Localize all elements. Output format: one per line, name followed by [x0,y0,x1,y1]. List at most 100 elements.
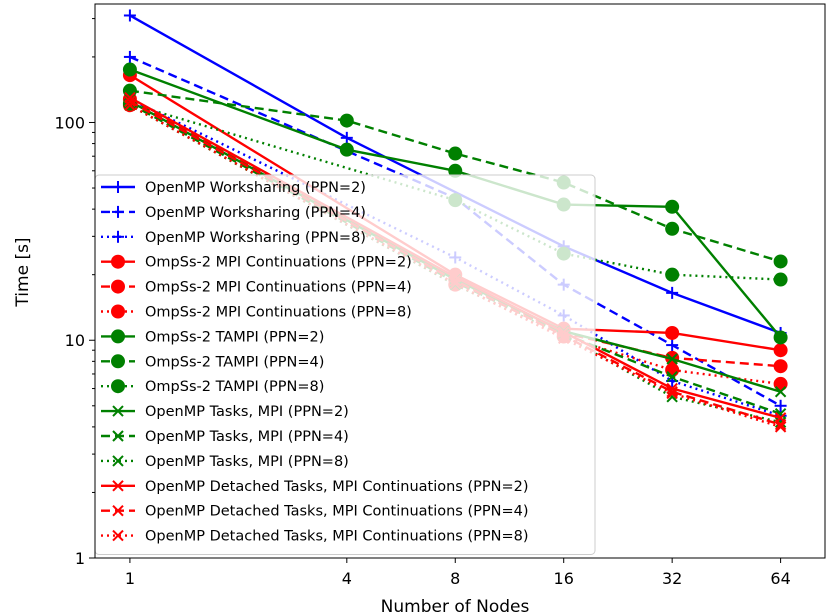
data-point-13-0 [124,95,136,108]
legend-entry-10: OpenMP Tasks, MPI (PPN=4) [101,429,349,445]
legend-marker-11-b [112,455,124,467]
y-tick-label-2: 100 [54,113,85,132]
legend-label-13: OpenMP Detached Tasks, MPI Continuations… [145,504,528,520]
data-point-6-5 [773,330,788,345]
data-point-13-3-b [666,386,678,398]
legend-entry-8: OmpSs-2 TAMPI (PPN=8) [101,379,324,395]
legend-marker-11 [112,455,124,467]
data-point-14-3-b [666,387,678,400]
x-tick-label-4: 32 [662,569,682,588]
legend-marker-9-b [112,405,124,417]
legend-entry-6: OmpSs-2 TAMPI (PPN=2) [101,329,324,345]
legend-label-4: OmpSs-2 MPI Continuations (PPN=4) [145,280,412,296]
data-point-14-3 [666,387,678,400]
data-point-6-0 [122,62,137,77]
x-tick-label-5: 64 [770,569,790,588]
legend-label-6: OmpSs-2 TAMPI (PPN=2) [145,329,324,345]
legend-marker-7 [111,354,125,369]
legend-label-7: OmpSs-2 TAMPI (PPN=4) [145,354,324,370]
legend-marker-8 [111,379,125,394]
legend-marker-14 [112,529,124,542]
legend-label-12: OpenMP Detached Tasks, MPI Continuations… [145,479,528,495]
data-point-9-4 [774,386,787,398]
data-point-6-4 [665,199,680,214]
data-point-1-0 [123,50,136,63]
data-point-7-4 [665,221,680,236]
data-point-7-5 [773,254,788,269]
legend-marker-12 [112,480,124,492]
legend-marker-1 [112,205,124,218]
plot-frame [94,3,826,559]
legend-entry-9: OpenMP Tasks, MPI (PPN=2) [101,404,349,420]
data-point-13-4 [774,418,787,431]
y-tick-label-1: 10 [65,331,85,350]
x-tick-label-1: 4 [342,569,352,588]
data-point-13-3 [666,386,678,398]
data-point-6-1 [339,142,354,157]
legend: OpenMP Worksharing (PPN=2) OpenMP Worksha… [94,174,596,555]
data-point-14-4 [774,421,787,433]
legend-marker-12-b [112,480,124,492]
legend-marker-3 [111,254,125,269]
x-tick-label-3: 16 [554,569,574,588]
data-point-0-3 [666,286,679,299]
data-point-8-4 [773,272,788,287]
legend-marker-13 [112,504,124,517]
data-point-12-3-b [666,382,678,395]
x-axis-label: Number of Nodes [381,597,530,616]
legend-marker-10 [112,430,124,442]
data-point-9-4-b [774,386,787,398]
legend-label-2: OpenMP Worksharing (PPN=8) [145,230,366,246]
legend-marker-9 [112,405,124,417]
legend-label-14: OpenMP Detached Tasks, MPI Continuations… [145,529,528,545]
legend-marker-4 [111,279,125,294]
data-point-4-4 [773,359,788,374]
x-tick-label-0: 1 [125,569,135,588]
data-point-10-3-b [666,371,678,383]
data-point-0-1 [340,131,353,144]
data-point-9-3 [666,353,678,365]
legend-entry-3: OmpSs-2 MPI Continuations (PPN=2) [101,254,412,271]
data-point-13-0-b [124,95,136,108]
data-point-8-3 [665,267,680,282]
series-line-7 [129,89,781,263]
data-point-11-4 [774,416,787,428]
legend-entry-0: OpenMP Worksharing (PPN=2) [101,180,366,196]
axes: 1 4 8 16 32 64 1 10 100 [54,3,826,588]
x-tick-label-2: 8 [450,569,460,588]
legend-entry-4: OmpSs-2 MPI Continuations (PPN=4) [101,279,412,296]
legend-marker-14-b [112,529,124,542]
series-line-8 [129,102,781,281]
legend-label-8: OmpSs-2 TAMPI (PPN=8) [145,379,324,395]
legend-marker-6 [111,329,125,344]
y-axis-label: Time [s] [13,237,33,307]
legend-label-3: OmpSs-2 MPI Continuations (PPN=2) [145,255,412,271]
legend-entry-13: OpenMP Detached Tasks, MPI Continuations… [101,504,528,520]
legend-entry-12: OpenMP Detached Tasks, MPI Continuations… [101,479,528,495]
data-point-14-0-b [124,99,136,111]
data-point-9-3-b [666,353,678,365]
data-point-14-4-b [774,421,787,433]
legend-entry-5: OmpSs-2 MPI Continuations (PPN=8) [101,304,412,321]
legend-marker-2 [112,230,124,243]
data-point-11-4-b [774,416,787,428]
legend-entry-11: OpenMP Tasks, MPI (PPN=8) [101,454,349,470]
legend-label-10: OpenMP Tasks, MPI (PPN=4) [145,429,349,445]
legend-label-0: OpenMP Worksharing (PPN=2) [145,180,366,196]
data-point-7-1 [339,113,354,128]
legend-entry-2: OpenMP Worksharing (PPN=8) [101,230,366,246]
legend-label-5: OmpSs-2 MPI Continuations (PPN=8) [145,305,412,321]
data-point-10-3 [666,371,678,383]
data-point-0-0 [123,9,136,22]
legend-label-11: OpenMP Tasks, MPI (PPN=8) [145,454,349,470]
legend-marker-0 [112,181,124,193]
legend-entry-7: OmpSs-2 TAMPI (PPN=4) [101,354,324,370]
data-point-3-4 [773,343,788,358]
legend-marker-13-b [112,504,124,517]
legend-label-1: OpenMP Worksharing (PPN=4) [145,205,366,221]
data-point-13-4-b [774,418,787,431]
legend-marker-5 [111,304,125,319]
data-point-14-0 [124,99,136,111]
legend-marker-10-b [112,430,124,442]
